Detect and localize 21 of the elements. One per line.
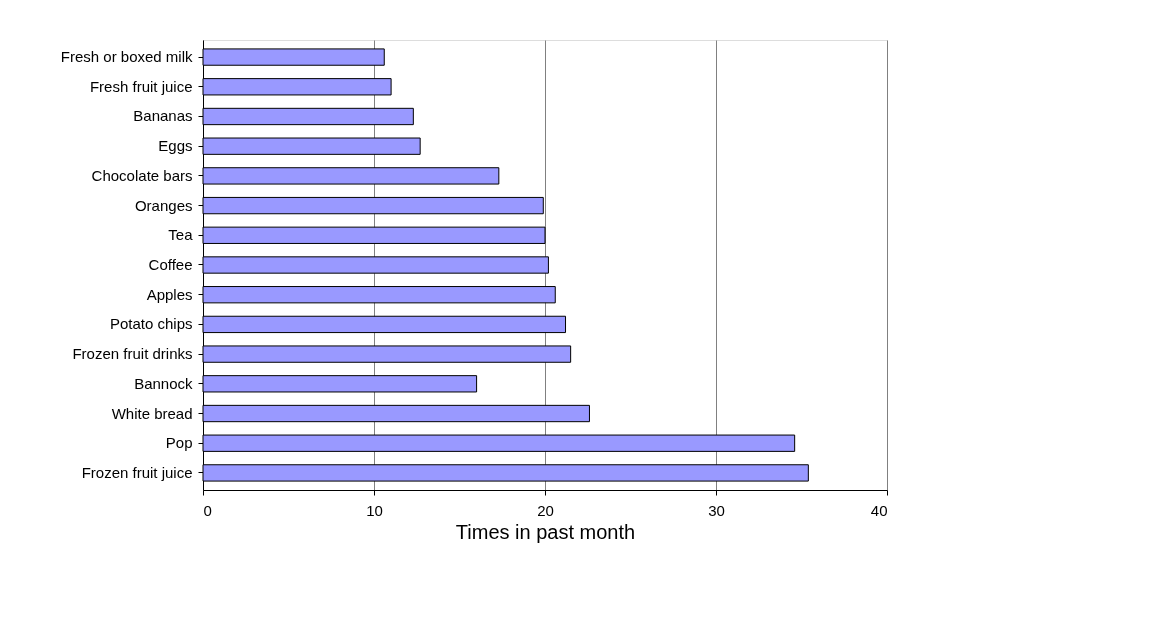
y-tick-label: Frozen fruit juice (81, 463, 193, 481)
y-tick-label: Fresh or boxed milk (60, 48, 193, 66)
x-tick-label: 0 (203, 501, 212, 519)
y-tick-label: Apples (146, 285, 193, 303)
y-tick-label: Pop (165, 434, 193, 452)
y-tick-label: Fresh fruit juice (89, 77, 193, 95)
y-tick-label: Potato chips (109, 315, 193, 333)
y-tick-label: Frozen fruit drinks (72, 345, 193, 363)
y-tick-label: Bananas (133, 107, 193, 125)
y-tick-label: Eggs (158, 137, 193, 155)
y-tick-label: White bread (111, 404, 193, 422)
x-tick-label: 20 (537, 501, 554, 519)
y-tick-label: Oranges (134, 196, 193, 214)
x-axis-title: Times in past month (455, 520, 636, 543)
x-tick-label: 30 (708, 501, 725, 519)
y-tick-label: Bannock (134, 374, 193, 392)
y-tick-label: Coffee (148, 256, 193, 273)
y-tick-label: Tea (168, 226, 194, 244)
x-tick-label: 40 (870, 501, 888, 519)
y-tick-label: Chocolate bars (91, 166, 193, 184)
x-tick-label: 10 (366, 501, 383, 519)
